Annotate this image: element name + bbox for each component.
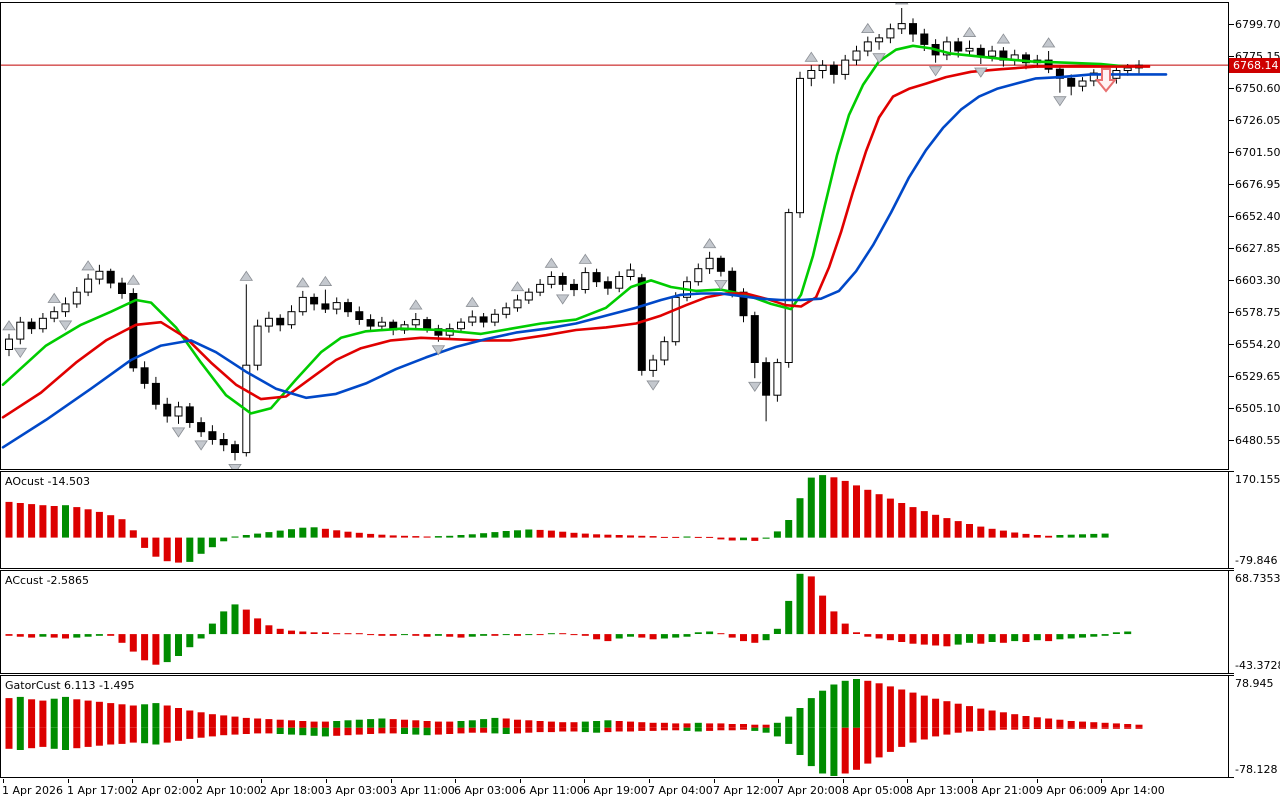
price-tick (1229, 56, 1234, 57)
time-tick (326, 779, 327, 783)
indicator-max-label: 170.155 (1235, 473, 1280, 486)
price-tick-label: 6603.30 (1235, 274, 1280, 287)
time-tick-label: 3 Apr 11:00 (390, 784, 455, 797)
gator-indicator-panel[interactable]: GatorCust 6.113 -1.495 (0, 675, 1229, 778)
price-tick (1229, 440, 1234, 441)
ac-indicator-panel[interactable]: ACcust -2.5865 (0, 570, 1229, 674)
price-tick (1229, 88, 1234, 89)
gator-indicator-label: GatorCust 6.113 -1.495 (5, 679, 135, 692)
time-tick-label: 2 Apr 18:00 (260, 784, 325, 797)
price-tick-label: 6676.95 (1235, 178, 1280, 191)
indicator-scale-tick (1229, 471, 1234, 472)
indicator-scale-tick (1229, 568, 1234, 569)
candles-group (5, 8, 1143, 461)
price-tick (1229, 248, 1234, 249)
time-tick (3, 779, 4, 783)
price-tick-label: 6750.60 (1235, 82, 1280, 95)
price-axis[interactable]: 6799.70 6775.15 6750.60 6726.05 6701.50 6676.… (1229, 0, 1280, 800)
price-tick (1229, 344, 1234, 345)
time-tick-label: 8 Apr 05:00 (842, 784, 907, 797)
time-tick-label: 6 Apr 19:00 (583, 784, 648, 797)
time-tick (649, 779, 650, 783)
time-tick (132, 779, 133, 783)
price-tick (1229, 312, 1234, 313)
indicator-scale-tick (1229, 673, 1234, 674)
price-tick (1229, 152, 1234, 153)
time-tick-label: 8 Apr 13:00 (906, 784, 971, 797)
time-tick (907, 779, 908, 783)
ac-indicator-label: ACcust -2.5865 (5, 574, 90, 587)
candlestick-chart[interactable] (1, 3, 1228, 469)
time-tick-label: 2 Apr 10:00 (196, 784, 261, 797)
alligator-teeth-line[interactable] (1, 65, 1151, 419)
price-tick-label: 6480.55 (1235, 434, 1280, 447)
time-tick (197, 779, 198, 783)
alligator-lips-line[interactable] (1, 44, 1128, 415)
time-tick-label: 9 Apr 14:00 (1100, 784, 1165, 797)
price-tick-label: 6701.50 (1235, 146, 1280, 159)
main-chart-panel[interactable] (0, 2, 1229, 470)
time-tick (778, 779, 779, 783)
price-tick (1229, 120, 1234, 121)
ao-indicator-label: AOcust -14.503 (5, 475, 91, 488)
gator-histogram[interactable] (1, 676, 1228, 777)
time-tick-label: 9 Apr 06:00 (1036, 784, 1101, 797)
indicator-min-label: -78.128 (1235, 763, 1278, 776)
price-tick (1229, 216, 1234, 217)
indicator-max-label: 68.7353 (1235, 572, 1280, 585)
price-tick-label: 6578.75 (1235, 306, 1280, 319)
price-tick-label: 6726.05 (1235, 114, 1280, 127)
time-tick (520, 779, 521, 783)
price-tick-label: 6505.10 (1235, 402, 1280, 415)
indicator-max-label: 78.945 (1235, 677, 1274, 690)
indicator-scale-tick (1229, 675, 1234, 676)
time-tick (1101, 779, 1102, 783)
time-tick-label: 6 Apr 03:00 (454, 784, 519, 797)
ao-indicator-panel[interactable]: AOcust -14.503 (0, 471, 1229, 569)
time-tick (455, 779, 456, 783)
price-tick-label: 6799.70 (1235, 18, 1280, 31)
price-tick (1229, 184, 1234, 185)
alligator-jaw-line[interactable] (1, 73, 1168, 449)
time-tick-label: 8 Apr 21:00 (971, 784, 1036, 797)
time-tick (584, 779, 585, 783)
fractal-arrows (2, 3, 1067, 469)
time-tick-label: 1 Apr 2026 (2, 784, 64, 797)
time-tick-label: 3 Apr 03:00 (325, 784, 390, 797)
price-tick-label: 6529.65 (1235, 370, 1280, 383)
time-tick (714, 779, 715, 783)
time-tick-label: 1 Apr 17:00 (67, 784, 132, 797)
indicator-min-label: -79.846 (1235, 554, 1278, 567)
indicator-scale-tick (1229, 777, 1234, 778)
price-tick-label: 6627.85 (1235, 242, 1280, 255)
ac-histogram[interactable] (1, 571, 1228, 673)
indicator-min-label: -43.3728 (1235, 659, 1280, 672)
time-tick-label: 2 Apr 02:00 (131, 784, 196, 797)
time-tick-label: 6 Apr 11:00 (519, 784, 584, 797)
current-price-badge: 6768.14 (1229, 58, 1280, 73)
time-tick-label: 7 Apr 20:00 (777, 784, 842, 797)
time-tick (68, 779, 69, 783)
price-tick-label: 6652.40 (1235, 210, 1280, 223)
price-tick (1229, 376, 1234, 377)
time-tick-label: 7 Apr 04:00 (648, 784, 713, 797)
time-tick (391, 779, 392, 783)
time-tick (843, 779, 844, 783)
sell-signal-arrow[interactable] (1094, 68, 1118, 93)
time-tick (1037, 779, 1038, 783)
price-tick (1229, 280, 1234, 281)
time-tick-label: 7 Apr 12:00 (713, 784, 778, 797)
time-tick (261, 779, 262, 783)
indicator-scale-tick (1229, 570, 1234, 571)
price-tick (1229, 24, 1234, 25)
price-tick-label: 6554.20 (1235, 338, 1280, 351)
ao-histogram[interactable] (1, 472, 1228, 568)
time-axis[interactable]: 1 Apr 2026 1 Apr 17:00 2 Apr 02:00 2 Apr 10… (0, 779, 1229, 800)
time-tick (972, 779, 973, 783)
price-tick (1229, 408, 1234, 409)
